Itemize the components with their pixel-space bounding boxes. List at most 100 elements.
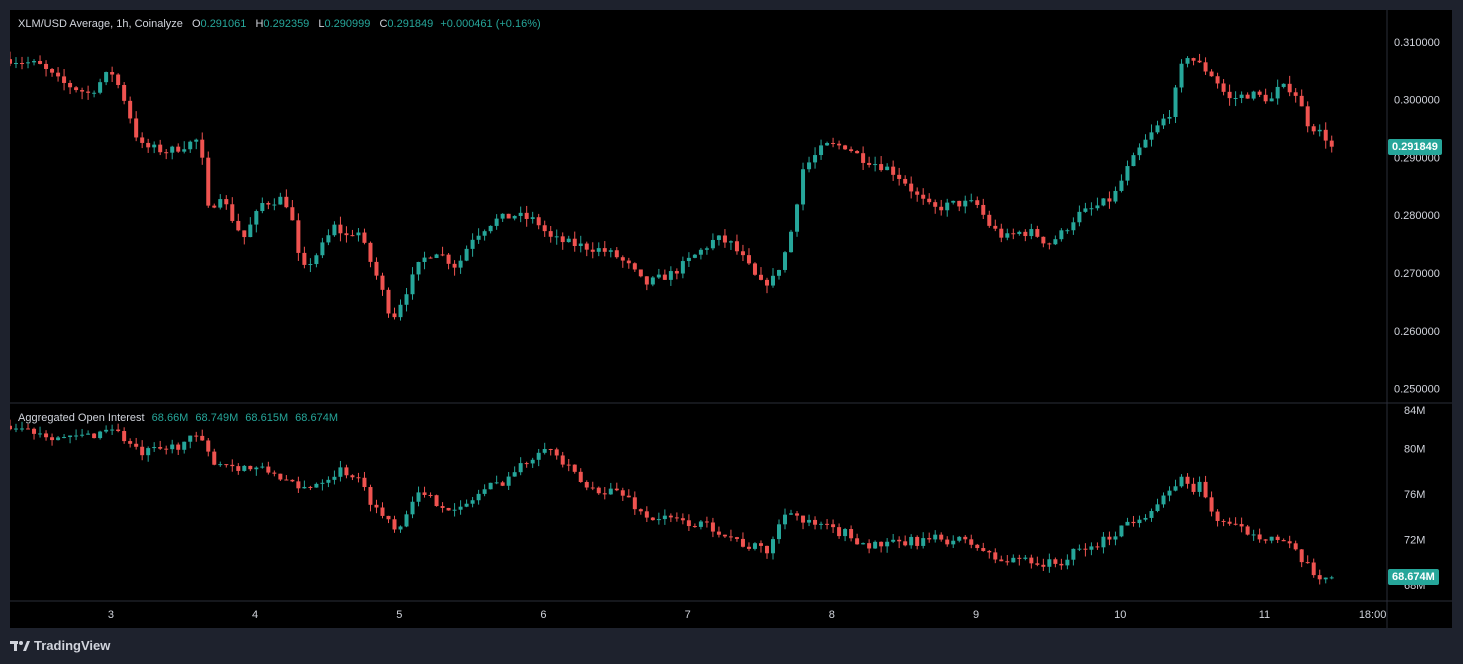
candle-body <box>536 452 541 460</box>
candle-body <box>1233 98 1238 100</box>
candle-body <box>1125 521 1130 526</box>
candle-body <box>939 206 944 211</box>
candle-body <box>1275 536 1280 541</box>
candle-body <box>332 476 337 480</box>
candle-body <box>1161 495 1166 505</box>
candle-body <box>873 541 878 549</box>
candle-body <box>957 536 962 541</box>
oi-legend-title[interactable]: Aggregated Open Interest <box>18 412 145 424</box>
candle-body <box>14 428 19 430</box>
candle-body <box>512 472 517 477</box>
candle-body <box>404 294 409 305</box>
candle-body <box>987 550 992 553</box>
candle-body <box>963 536 968 540</box>
legend-low: 0.290999 <box>324 18 371 30</box>
candle-body <box>831 143 836 145</box>
candle-body <box>1215 76 1220 84</box>
candle-body <box>368 242 373 262</box>
candle-body <box>939 534 944 540</box>
candle-body <box>608 250 613 252</box>
candle-body <box>855 151 860 154</box>
candle-body <box>668 271 673 280</box>
candle-body <box>182 149 187 152</box>
candle-body <box>1209 497 1214 512</box>
candle-body <box>116 429 121 432</box>
price-candles <box>10 51 1334 321</box>
candle-body <box>518 212 523 216</box>
chart-canvas[interactable]: 0.310000 0.300000 0.290000 0.280000 0.270000… <box>10 10 1452 628</box>
candle-body <box>284 479 289 481</box>
candle-body <box>698 249 703 255</box>
candle-body <box>1143 139 1148 148</box>
candle-body <box>1287 83 1292 93</box>
candle-body <box>326 479 331 483</box>
candle-body <box>158 144 163 153</box>
candle-body <box>1305 562 1310 564</box>
candle-body <box>1053 239 1058 245</box>
candle-body <box>1209 71 1214 77</box>
candle-body <box>398 304 403 318</box>
candle-body <box>512 215 517 219</box>
candle-body <box>266 466 271 473</box>
candle-body <box>236 466 241 471</box>
candle-body <box>1203 62 1208 72</box>
candle-body <box>987 214 992 226</box>
candle-body <box>104 72 109 83</box>
candle-body <box>92 92 97 94</box>
time-axis[interactable]: 3 4 5 6 7 8 9 10 11 18:00 <box>108 609 1386 621</box>
candle-body <box>242 230 247 238</box>
candle-body <box>50 437 55 441</box>
oi-tick-label: 80M <box>1404 444 1425 456</box>
candle-body <box>722 235 727 243</box>
candle-body <box>188 435 193 442</box>
candle-body <box>692 254 697 258</box>
candle-body <box>176 444 181 450</box>
candle-body <box>350 475 355 478</box>
legend-symbol[interactable]: XLM/USD Average, 1h, Coinalyze <box>18 18 183 30</box>
candle-body <box>1005 561 1010 563</box>
tradingview-logo[interactable]: TradingView <box>10 638 110 653</box>
candle-body <box>855 538 860 545</box>
candle-body <box>981 548 986 551</box>
candle-body <box>302 486 307 489</box>
candle-body <box>680 261 685 274</box>
candle-body <box>86 433 91 435</box>
last-price-tag: 0.291849 <box>1388 138 1442 155</box>
candle-body <box>518 463 523 473</box>
oi-legend-open: 68.66M <box>151 412 189 424</box>
legend-close-label: C <box>379 18 388 30</box>
price-axis[interactable]: 0.310000 0.300000 0.290000 0.280000 0.270000… <box>1394 37 1440 396</box>
candle-body <box>674 271 679 274</box>
candle-body <box>206 440 211 452</box>
candle-body <box>1047 559 1052 567</box>
candle-body <box>500 213 505 219</box>
candle-body <box>1227 91 1232 99</box>
candle-body <box>632 497 637 510</box>
candle-body <box>843 529 848 537</box>
candle-body <box>428 494 433 496</box>
tradingview-icon <box>10 640 30 651</box>
candle-body <box>1095 205 1100 209</box>
price-tick-label: 0.250000 <box>1394 384 1440 396</box>
candle-body <box>825 143 830 146</box>
candle-body <box>200 139 205 158</box>
candle-body <box>14 63 19 65</box>
candle-body <box>758 543 763 546</box>
candle-body <box>1113 536 1118 540</box>
candle-body <box>879 541 884 547</box>
candle-body <box>506 213 511 219</box>
time-tick-label: 9 <box>973 609 979 621</box>
candle-body <box>86 91 91 93</box>
candle-body <box>476 493 481 501</box>
candle-body <box>602 248 607 252</box>
candle-body <box>206 157 211 206</box>
legend-change: +0.000461 (+0.16%) <box>440 18 541 30</box>
candle-body <box>548 231 553 237</box>
candle-body <box>1083 208 1088 212</box>
candle-body <box>212 451 217 465</box>
candle-body <box>26 428 31 430</box>
candle-body <box>308 264 313 266</box>
candle-body <box>981 204 986 215</box>
candle-body <box>260 203 265 212</box>
